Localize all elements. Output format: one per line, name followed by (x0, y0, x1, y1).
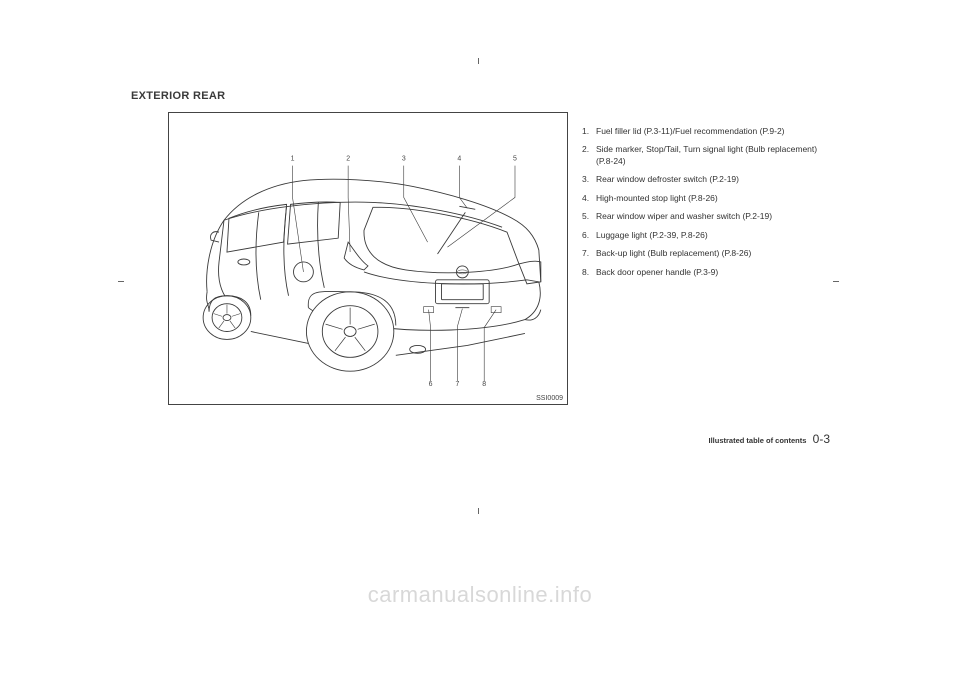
svg-text:4: 4 (457, 156, 461, 163)
page-footer: Illustrated table of contents 0-3 (582, 432, 830, 446)
list-text: Luggage light (P.2-39, P.8-26) (596, 230, 830, 241)
list-item: 3. Rear window defroster switch (P.2-19) (582, 174, 830, 185)
list-item: 1. Fuel filler lid (P.3-11)/Fuel recomme… (582, 126, 830, 137)
list-item: 2. Side marker, Stop/Tail, Turn signal l… (582, 144, 830, 167)
list-text: Back door opener handle (P.3-9) (596, 267, 830, 278)
figure-frame: 1 2 3 4 5 6 7 8 SSI0009 (168, 112, 568, 405)
list-text: Back-up light (Bulb replacement) (P.8-26… (596, 248, 830, 259)
list-num: 2. (582, 144, 596, 167)
list-num: 1. (582, 126, 596, 137)
crop-tick-top (478, 58, 479, 64)
svg-text:8: 8 (482, 381, 486, 388)
svg-text:2: 2 (346, 156, 350, 163)
footer-page: 0-3 (813, 432, 830, 446)
section-heading: EXTERIOR REAR (131, 90, 225, 102)
list-item: 5. Rear window wiper and washer switch (… (582, 211, 830, 222)
svg-text:1: 1 (291, 156, 295, 163)
list-item: 8. Back door opener handle (P.3-9) (582, 267, 830, 278)
list-num: 8. (582, 267, 596, 278)
callout-list: 1. Fuel filler lid (P.3-11)/Fuel recomme… (582, 126, 830, 285)
svg-text:7: 7 (455, 381, 459, 388)
list-num: 4. (582, 193, 596, 204)
list-text: Rear window wiper and washer switch (P.2… (596, 211, 830, 222)
list-num: 6. (582, 230, 596, 241)
list-num: 7. (582, 248, 596, 259)
list-text: Fuel filler lid (P.3-11)/Fuel recommenda… (596, 126, 830, 137)
list-num: 3. (582, 174, 596, 185)
crop-tick-right (833, 281, 839, 282)
list-text: High-mounted stop light (P.8-26) (596, 193, 830, 204)
figure-code: SSI0009 (536, 395, 563, 402)
svg-text:6: 6 (429, 381, 433, 388)
list-item: 6. Luggage light (P.2-39, P.8-26) (582, 230, 830, 241)
list-text: Side marker, Stop/Tail, Turn signal ligh… (596, 144, 830, 167)
list-item: 7. Back-up light (Bulb replacement) (P.8… (582, 248, 830, 259)
crop-tick-left (118, 281, 124, 282)
svg-text:3: 3 (402, 156, 406, 163)
vehicle-diagram: 1 2 3 4 5 6 7 8 (169, 113, 567, 404)
footer-label: Illustrated table of contents (708, 436, 806, 445)
list-text: Rear window defroster switch (P.2-19) (596, 174, 830, 185)
watermark: carmanualsonline.info (0, 582, 960, 608)
list-num: 5. (582, 211, 596, 222)
svg-text:5: 5 (513, 156, 517, 163)
crop-tick-bottom (478, 508, 479, 514)
list-item: 4. High-mounted stop light (P.8-26) (582, 193, 830, 204)
